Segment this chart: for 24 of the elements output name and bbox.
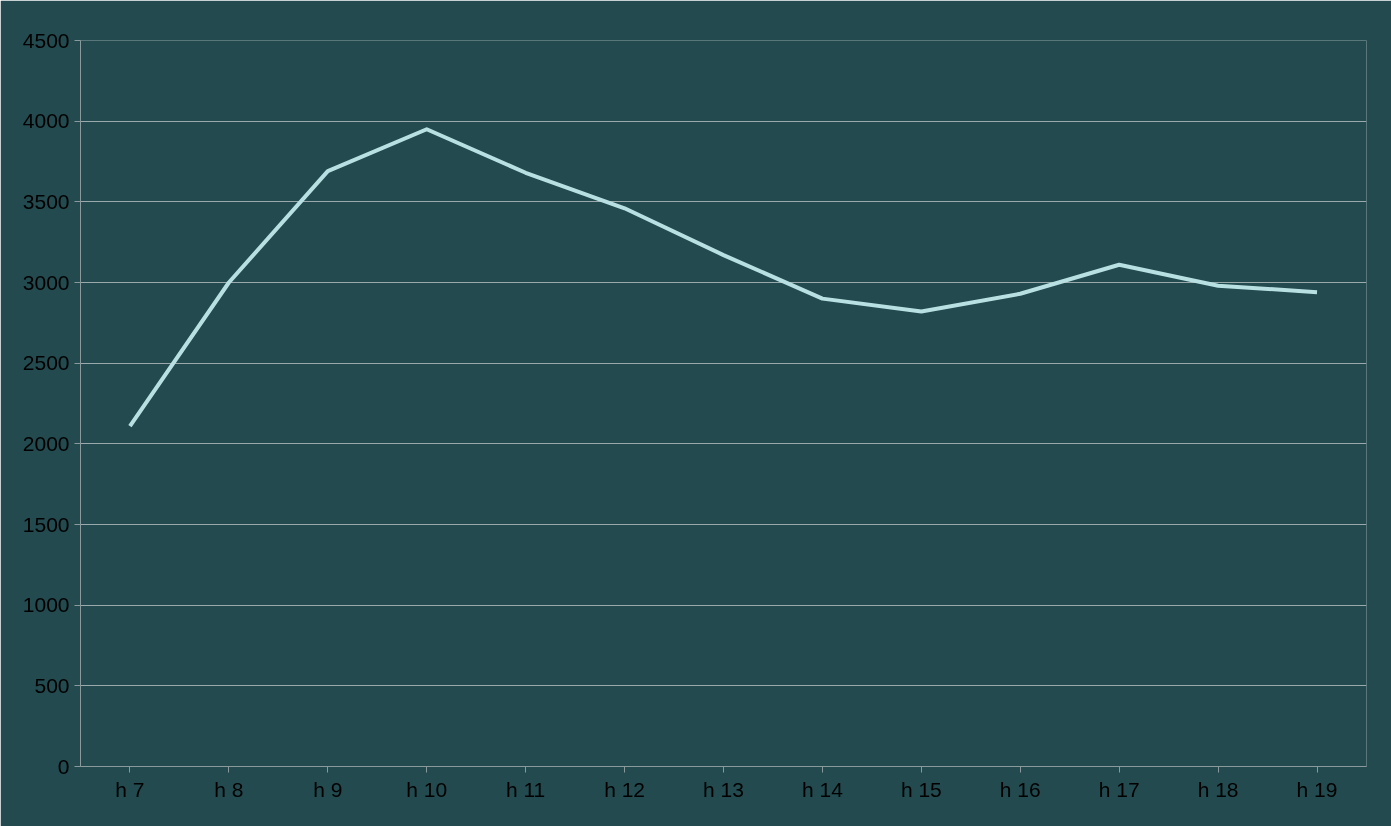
line-series <box>127 127 1320 429</box>
x-tick-label: h 14 <box>801 777 844 801</box>
y-tick-label: 4000 <box>22 109 70 133</box>
y-tick-label: 4500 <box>22 28 70 52</box>
x-tick-label: h 11 <box>506 777 546 801</box>
x-tick-label: h 12 <box>604 777 646 801</box>
y-tick-label: 1000 <box>22 593 70 617</box>
x-tick-label: h 18 <box>1197 777 1239 801</box>
y-tick-label: 500 <box>34 673 70 697</box>
y-tick-label: 1500 <box>22 512 70 536</box>
x-tick-label: h 15 <box>900 777 942 801</box>
x-tick-label: h 8 <box>214 777 244 801</box>
x-tick-label: h 7 <box>115 777 145 801</box>
y-tick-label: 0 <box>57 754 70 778</box>
x-tick-label: h 16 <box>999 777 1041 801</box>
x-tick-label: h 9 <box>313 777 343 801</box>
y-tick-label: 2500 <box>22 351 70 375</box>
x-tick-label: h 13 <box>703 777 744 801</box>
x-tick-label: h 19 <box>1296 777 1338 801</box>
y-tick-label: 3000 <box>22 270 70 294</box>
x-tick-label: h 17 <box>1098 777 1140 801</box>
y-tick-label: 3500 <box>22 189 70 213</box>
y-tick-label: 2000 <box>22 431 70 455</box>
x-tick-label: h 10 <box>406 777 448 801</box>
